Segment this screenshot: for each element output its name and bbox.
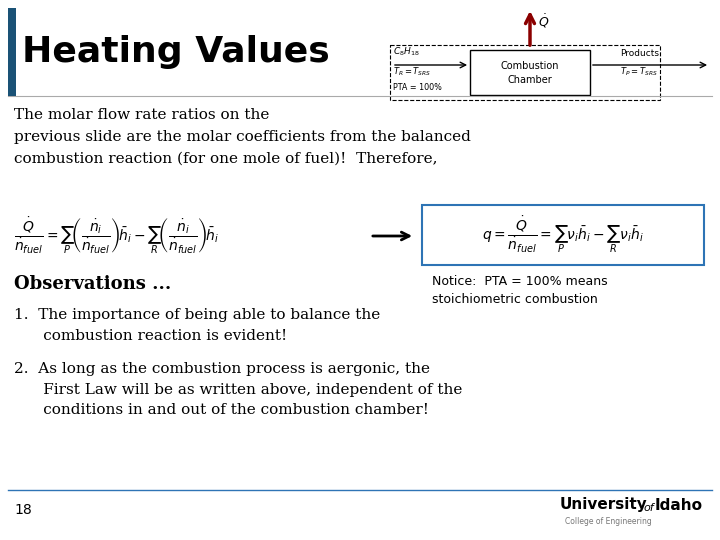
- Text: 1.  The importance of being able to balance the
      combustion reaction is evi: 1. The importance of being able to balan…: [14, 308, 380, 342]
- Text: PTA = 100%: PTA = 100%: [393, 83, 442, 92]
- Text: Observations ...: Observations ...: [14, 275, 171, 293]
- FancyBboxPatch shape: [470, 50, 590, 95]
- Text: $\dfrac{\dot{Q}}{\dot{n}_{fuel}} = \sum_{P}\!\left(\dfrac{\dot{n}_i}{\dot{n}_{fu: $\dfrac{\dot{Q}}{\dot{n}_{fuel}} = \sum_…: [14, 215, 219, 256]
- Text: $q = \dfrac{\dot{Q}}{\dot{n}_{fuel}} = \sum_{P}\nu_i\bar{h}_i - \sum_{R}\nu_i\ba: $q = \dfrac{\dot{Q}}{\dot{n}_{fuel}} = \…: [482, 214, 644, 255]
- Text: 18: 18: [14, 503, 32, 517]
- Text: $C_8H_{18}$: $C_8H_{18}$: [393, 45, 420, 58]
- Text: Heating Values: Heating Values: [22, 35, 330, 69]
- Text: $\dot{Q}$: $\dot{Q}$: [538, 12, 549, 30]
- FancyBboxPatch shape: [422, 205, 704, 265]
- Text: $T_P = T_{SRS}$: $T_P = T_{SRS}$: [620, 66, 657, 78]
- Text: Products: Products: [620, 49, 659, 58]
- Text: University: University: [560, 497, 648, 512]
- Text: 2.  As long as the combustion process is aergonic, the
      First Law will be a: 2. As long as the combustion process is …: [14, 362, 462, 417]
- Text: of: of: [643, 503, 654, 513]
- Text: $T_R = T_{SRS}$: $T_R = T_{SRS}$: [393, 66, 431, 78]
- Bar: [8, 8, 16, 96]
- Text: Combustion
Chamber: Combustion Chamber: [500, 62, 559, 85]
- Text: College of Engineering: College of Engineering: [565, 517, 652, 526]
- Text: The molar flow rate ratios on the
previous slide are the molar coefficients from: The molar flow rate ratios on the previo…: [14, 108, 471, 165]
- Text: Idaho: Idaho: [655, 497, 703, 512]
- Text: Notice:  PTA = 100% means
stoichiometric combustion: Notice: PTA = 100% means stoichiometric …: [432, 275, 608, 306]
